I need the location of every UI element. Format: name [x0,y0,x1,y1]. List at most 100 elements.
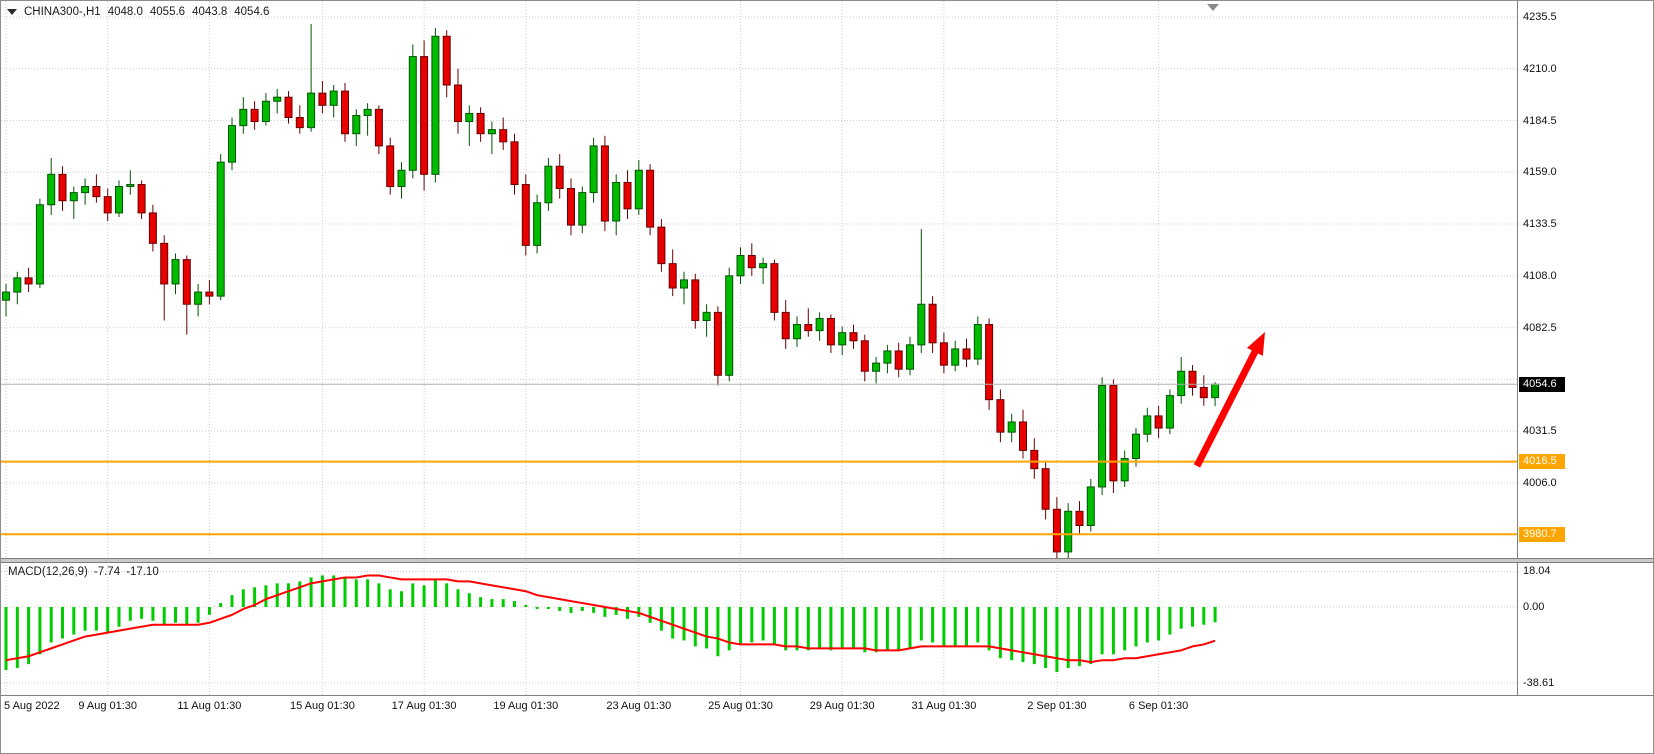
candle-body [555,165,564,190]
macd-histogram-bar [196,607,200,623]
macd-histogram-bar [524,605,528,607]
macd-histogram-bar [433,579,437,607]
candle-body [759,263,768,269]
macd-histogram-bar [479,597,483,607]
macd-histogram-bar [829,607,833,651]
macd-histogram-bar [207,607,211,615]
macd-histogram-bar [61,607,64,639]
macd-histogram-bar [1213,607,1217,623]
candle-body [1143,415,1152,435]
macd-histogram-bar [852,607,855,649]
scroll-to-end-icon[interactable] [1207,4,1219,11]
candle-body [273,96,282,102]
trend-arrow-shaft[interactable] [1193,343,1262,468]
macd-histogram-bar [535,607,539,609]
macd-histogram-bar [320,575,324,607]
candle-body [250,108,259,123]
macd-histogram-bar [230,595,234,607]
candle-body [917,303,926,346]
candle-body [1098,384,1107,488]
price-axis-label: 4235.5 [1523,11,1557,23]
candle-body [58,173,67,202]
candle-body [533,202,542,246]
candle-body [691,279,700,321]
candle-body [295,116,304,129]
macd-histogram-bar [27,607,31,665]
candle-body [713,311,722,376]
candle-body [826,317,835,346]
current-price-badge: 4054.6 [1519,376,1565,392]
macd-histogram-bar [467,593,471,607]
pane-splitter[interactable] [1,558,1653,563]
macd-histogram-bar [264,585,268,607]
time-axis-label: 15 Aug 01:30 [289,700,355,712]
time-axis-label: 9 Aug 01:30 [78,700,138,712]
candle-body [510,141,519,185]
ohlc-close: 4054.6 [234,6,270,18]
macd-histogram-bar [4,607,8,671]
macd-histogram-bar [840,607,844,649]
candle-body [476,112,485,135]
candle-body [1030,449,1039,470]
indicator-axis-label: 18.04 [1523,565,1551,578]
candle-body [352,114,361,135]
macd-histogram-bar [422,585,426,607]
macd-histogram-bar [501,599,505,607]
macd-histogram-bar [219,603,223,607]
candle-body [1177,370,1186,397]
macd-histogram-bar [151,607,155,621]
macd-histogram-bar [117,607,121,627]
candle-body [1007,421,1016,433]
candle-body [1041,468,1050,510]
candle-body [420,56,429,175]
candle-body [781,311,790,340]
candle-body [1052,508,1061,553]
time-axis-label: 5 Aug 2022 [4,700,60,712]
macd-histogram-bar [1078,607,1081,667]
macd-name: MACD(12,26,9) [8,566,88,578]
macd-histogram-bar [140,607,144,619]
candle-body [148,212,157,244]
macd-histogram-bar [592,607,596,613]
macd-histogram-bar [750,607,754,643]
indicator-axis-label: 0.00 [1523,601,1545,613]
macd-histogram-bar [1179,607,1183,629]
candle-body [1154,415,1163,429]
macd-histogram-bar [1089,607,1093,665]
trend-arrow-head[interactable] [1246,332,1265,356]
macd-histogram-bar [558,607,562,611]
candle-body [408,56,417,171]
candle-body [702,311,711,321]
time-axis-label: 25 Aug 01:30 [708,700,773,712]
candle-body [318,92,327,106]
indicator-axis-label: -38.61 [1523,677,1555,690]
macd-histogram-bar [716,607,720,657]
candle-body [160,242,169,285]
macd-histogram-bar [1010,607,1014,661]
price-axis-label: 4184.5 [1523,114,1557,127]
macd-histogram-bar [942,607,946,647]
candle-body [849,332,858,342]
candle-body [996,399,1005,433]
macd-histogram-bar [671,607,675,639]
symbol-dropdown-icon[interactable] [7,9,17,15]
candle-body [454,84,462,123]
macd-histogram-bar [377,583,381,607]
price-axis-label: 4159.0 [1523,166,1557,179]
candle-body [115,186,123,214]
macd-histogram-bar [445,583,449,607]
candle-body [521,183,530,246]
macd-histogram-bar [626,607,629,619]
macd-histogram-bar [919,607,923,641]
price-axis-label: 4082.5 [1523,321,1557,334]
macd-histogram-bar [885,607,889,651]
candle-body [137,183,146,214]
macd-histogram-bar [953,607,957,647]
macd-histogram-bar [818,607,822,649]
macd-histogram-bar [1066,607,1070,669]
macd-histogram-bar [490,599,494,607]
candle-body [747,255,756,269]
macd-histogram-bar [931,607,935,643]
